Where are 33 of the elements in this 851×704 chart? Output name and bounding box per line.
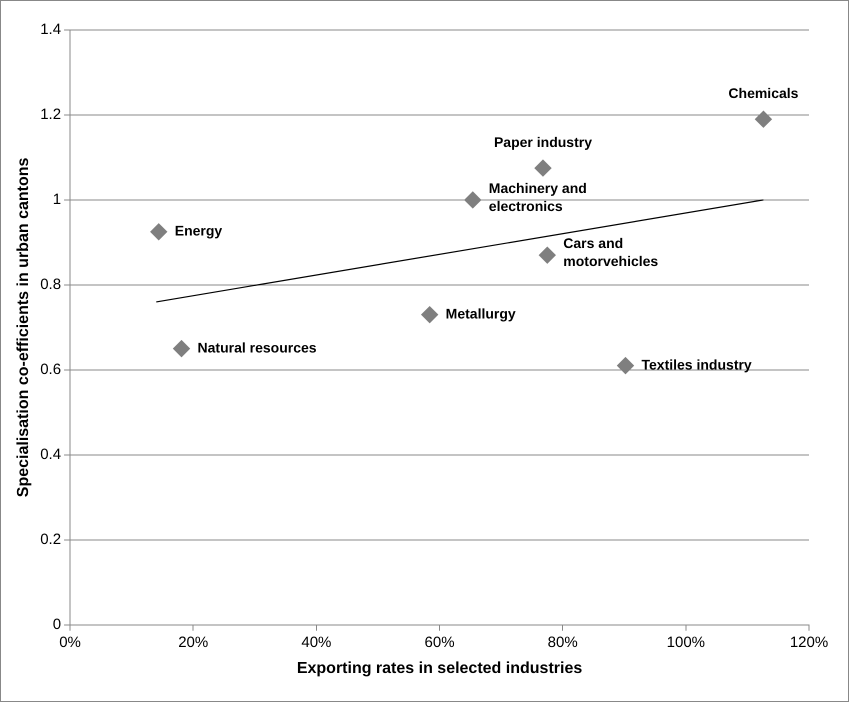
point [150,223,168,240]
x-axis-title: Exporting rates in selected industries [296,660,582,677]
x-tick-label: 20% [178,634,208,651]
annotation: Energy [174,222,222,239]
x-tick-label: 120% [790,634,828,651]
annotation: Paper industry [494,134,592,150]
annotation: Cars and motorvehicles [563,235,658,270]
y-tick-label: 0.8 [40,276,62,294]
point [616,357,634,374]
y-tick-label: 1 [52,191,62,208]
x-tick-label: 100% [666,634,706,651]
y-tick-label: 0.2 [40,530,62,548]
point [173,340,190,358]
x-tick-label: 0% [59,634,81,651]
annotation: Natural resources [198,340,317,356]
y-tick-label: 1.2 [40,106,62,124]
x-tick-label: 40% [301,634,332,651]
y-tick-label: 0.4 [40,446,62,463]
y-tick-label: 1.4 [40,21,62,38]
annotation: Textiles industry [641,356,752,372]
x-tick-label: 60% [424,634,455,651]
x-tick-label: 80% [548,634,578,651]
point [534,160,552,177]
point [754,110,772,128]
point [538,246,556,264]
y-axis-title: Specialisation co-efficients in urban cantons [15,157,32,498]
y-tick-label: 0.6 [40,361,62,378]
point [421,306,438,324]
y-tick-label: 0 [52,616,62,633]
point [464,191,482,208]
annotation: Machinery and electronics [488,180,587,214]
annotation: Chemicals [728,85,799,102]
annotation: Metallurgy [446,306,516,322]
